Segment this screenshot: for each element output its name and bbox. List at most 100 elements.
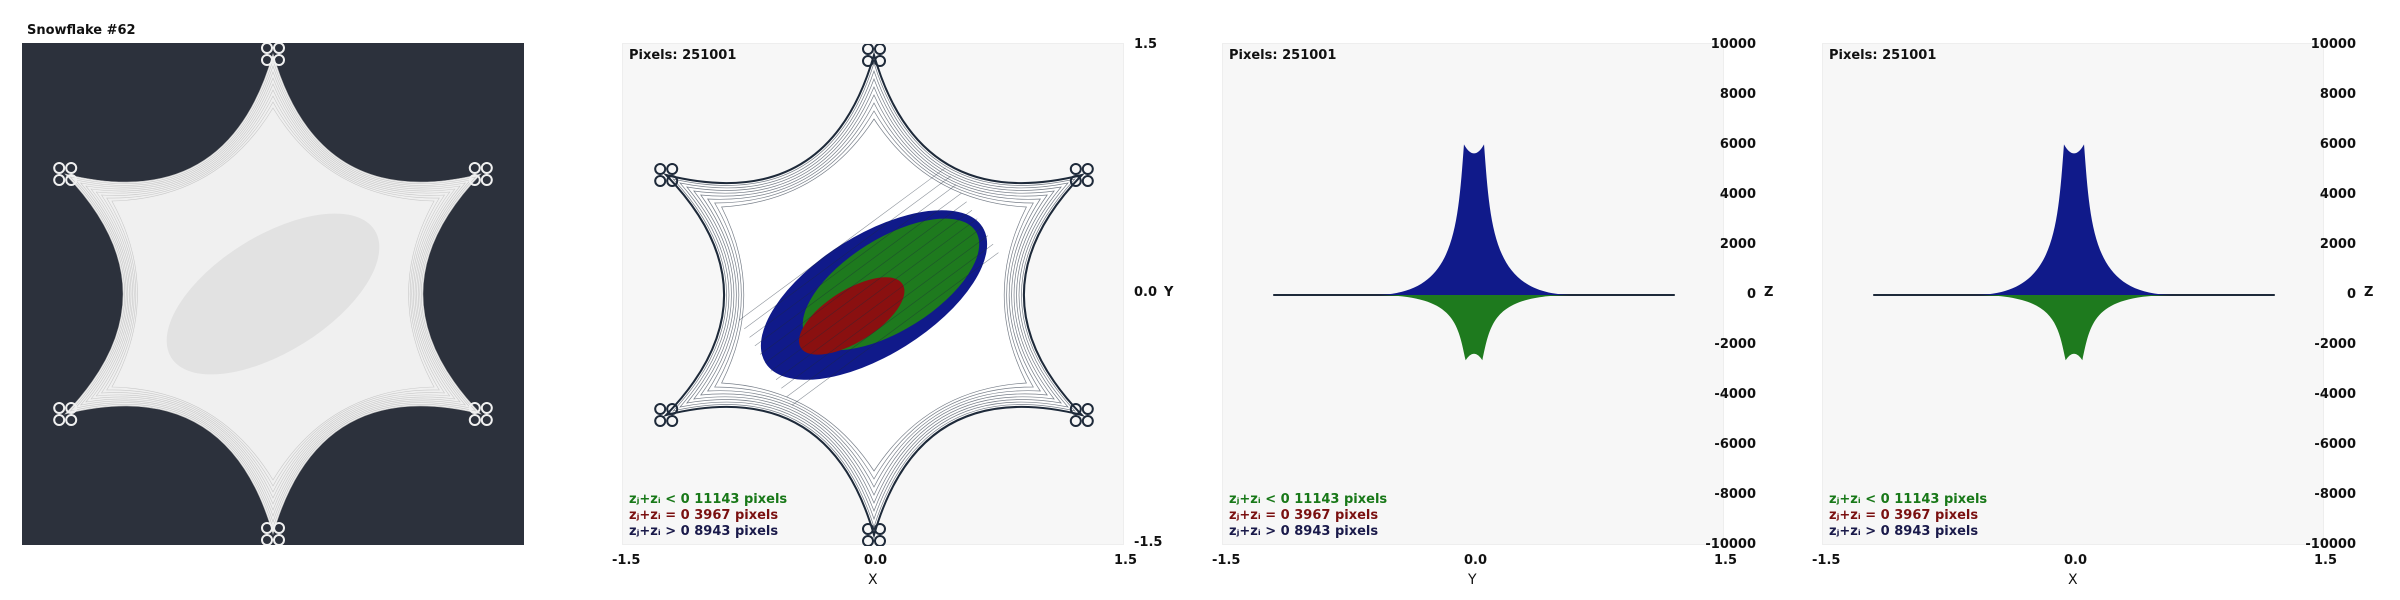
- yz-profile-svg: [1273, 144, 1675, 361]
- core-hatch-line: [738, 167, 946, 321]
- z-tick-label: -4000: [2314, 387, 2356, 402]
- z-tick-label: 0: [1746, 287, 1756, 302]
- z-tick-label: 10000: [1710, 37, 1756, 52]
- snowflake-contour: [79, 71, 467, 517]
- y-tick-mid: 0.0: [1134, 285, 1158, 300]
- pixel-stats: zⱼ+zᵢ < 0 11143 pixels zⱼ+zᵢ = 0 3967 pi…: [629, 492, 787, 540]
- pixels-count-label: Pixels: 251001: [1229, 48, 1337, 63]
- z-tick-label: -10000: [1705, 537, 1756, 552]
- z-axis-label: Z: [2364, 285, 2374, 300]
- stat-negative: zⱼ+zᵢ < 0 11143 pixels: [1229, 492, 1388, 507]
- core-band-red: [799, 277, 905, 355]
- z-tick-label: 6000: [1719, 137, 1756, 152]
- x-tick-left: -1.5: [1212, 553, 1241, 568]
- z-tick-label: -8000: [1714, 487, 1756, 502]
- xy-arm-tip: [862, 44, 886, 67]
- snowflake-contour: [64, 52, 482, 536]
- z-tick-label: -2000: [1714, 337, 1756, 352]
- x-tick-right: 1.5: [1714, 553, 1738, 568]
- preview-arm-tip: [468, 162, 493, 186]
- z-tick-label: 6000: [2319, 137, 2356, 152]
- z-tick-label: -6000: [2314, 437, 2356, 452]
- z-tick-label: -6000: [1714, 437, 1756, 452]
- xy-contour: [707, 102, 1041, 488]
- xy-arm-tip: [1069, 163, 1094, 187]
- preview-arm-tip: [468, 402, 493, 426]
- core-hatch-line: [775, 226, 983, 381]
- xy-contour: [672, 61, 1076, 529]
- core-hatch-line: [786, 243, 994, 397]
- stat-zero: zⱼ+zᵢ = 0 3967 pixels: [1829, 508, 1979, 523]
- stat-positive: zⱼ+zᵢ > 0 8943 pixels: [1229, 524, 1379, 539]
- pixels-count-label: Pixels: 251001: [629, 48, 737, 63]
- xy-core-bands: [738, 167, 999, 406]
- xy-arm-tip: [862, 523, 886, 546]
- snowflake-contour: [95, 89, 451, 499]
- xy-contour: [700, 94, 1048, 496]
- x-tick-mid: 0.0: [1464, 553, 1488, 568]
- yz-profile-plot: Pixels: 251001 zⱼ+zᵢ < 0 11143 pixels zⱼ…: [1222, 43, 1724, 545]
- xz-profile-plot: Pixels: 251001 zⱼ+zᵢ < 0 11143 pixels zⱼ…: [1822, 43, 2324, 545]
- core-hatch-line: [781, 235, 989, 389]
- xy-contour: [679, 69, 1069, 521]
- snowflake-preview: [22, 43, 524, 545]
- positive-peak: [1373, 144, 1575, 295]
- stat-positive: zⱼ+zᵢ > 0 8943 pixels: [629, 524, 779, 539]
- y-tick-bottom: -1.5: [1134, 535, 1163, 550]
- core-hatch-line: [749, 184, 957, 338]
- x-tick-mid: 0.0: [2064, 553, 2088, 568]
- snowflake-contour: [90, 83, 456, 505]
- negative-peak: [1373, 295, 1575, 361]
- preview-arm-tip: [261, 522, 285, 545]
- xy-arm-tip: [1069, 403, 1094, 427]
- x-tick-left: -1.5: [612, 553, 641, 568]
- pixel-stats: zⱼ+zᵢ < 0 11143 pixels zⱼ+zᵢ = 0 3967 pi…: [1229, 492, 1387, 540]
- positive-peak: [1973, 144, 2175, 295]
- x-axis-label: X: [2068, 572, 2078, 588]
- x-axis-label: X: [868, 572, 878, 588]
- z-tick-label: -2000: [2314, 337, 2356, 352]
- xz-profile-svg: [1873, 144, 2275, 361]
- z-tick-label: 2000: [1719, 237, 1756, 252]
- snowflake-contour: [111, 107, 435, 481]
- z-tick-label: 8000: [1719, 87, 1756, 102]
- xy-contour: [714, 110, 1034, 480]
- z-tick-label: -10000: [2305, 537, 2356, 552]
- z-tick-label: 10000: [2310, 37, 2356, 52]
- y-axis-label: Y: [1164, 285, 1174, 300]
- xy-contour: [693, 86, 1055, 504]
- z-axis-label: Z: [1764, 285, 1774, 300]
- preview-arm-tip: [261, 43, 285, 66]
- panel-title: Snowflake #62: [27, 23, 136, 38]
- xy-projection-svg: [654, 44, 1094, 546]
- z-tick-label: 8000: [2319, 87, 2356, 102]
- x-tick-left: -1.5: [1812, 553, 1841, 568]
- snowflake-contour: [85, 77, 461, 511]
- y-tick-top: 1.5: [1134, 37, 1158, 52]
- x-tick-right: 1.5: [1114, 553, 1138, 568]
- x-axis-label: Y: [1468, 572, 1477, 588]
- z-tick-label: 2000: [2319, 237, 2356, 252]
- xy-contour: [686, 78, 1062, 512]
- stat-negative: zⱼ+zᵢ < 0 11143 pixels: [1829, 492, 1988, 507]
- snowflake-contour: [100, 95, 446, 493]
- core-hatch-line: [765, 209, 973, 364]
- stat-positive: zⱼ+zᵢ > 0 8943 pixels: [1829, 524, 1979, 539]
- stat-negative: zⱼ+zᵢ < 0 11143 pixels: [629, 492, 788, 507]
- snowflake-core: [166, 213, 380, 375]
- snowflake-contour: [106, 101, 440, 487]
- xy-projection-plot: Pixels: 251001 zⱼ+zᵢ < 0 11143 pixels zⱼ…: [622, 43, 1124, 546]
- core-hatch-line: [791, 252, 999, 406]
- z-tick-label: 0: [2346, 287, 2356, 302]
- z-tick-label: 4000: [2319, 187, 2356, 202]
- z-tick-label: -8000: [2314, 487, 2356, 502]
- pixels-count-label: Pixels: 251001: [1829, 48, 1937, 63]
- negative-peak: [1973, 295, 2175, 361]
- core-hatch-line: [754, 193, 962, 347]
- xy-arm-tip: [654, 403, 679, 427]
- preview-arm-tip: [53, 402, 78, 426]
- xy-contour: [721, 118, 1027, 472]
- stat-zero: zⱼ+zᵢ = 0 3967 pixels: [1229, 508, 1379, 523]
- preview-arm-tip: [53, 162, 78, 186]
- core-hatch-line: [744, 176, 951, 330]
